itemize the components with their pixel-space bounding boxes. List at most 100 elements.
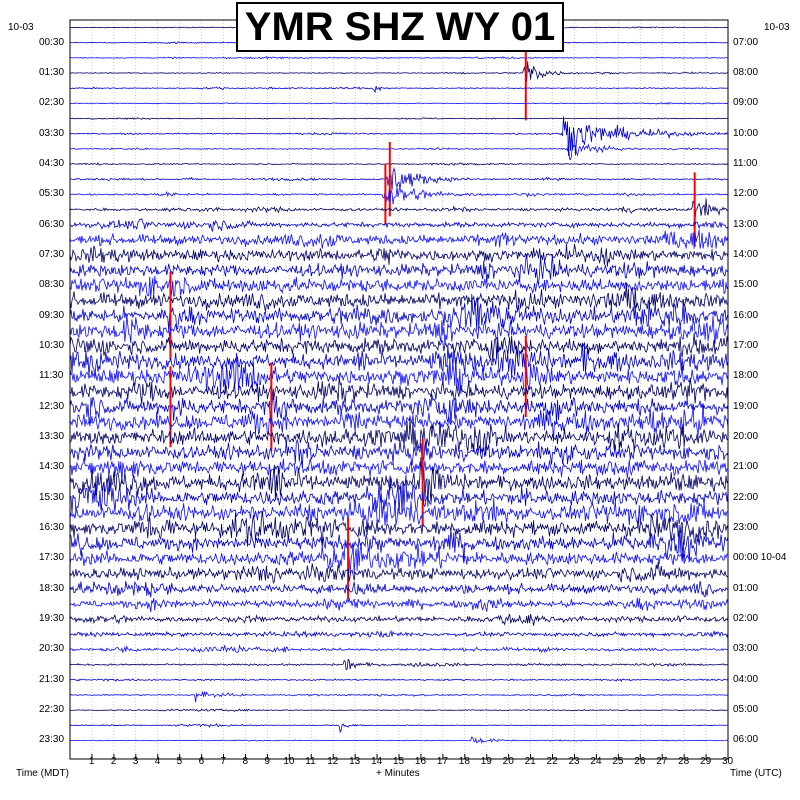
x-tick-label: 26 <box>634 756 646 767</box>
right-time-label: 23:00 <box>733 522 759 534</box>
trace-line <box>69 457 729 484</box>
trace-line <box>69 275 729 298</box>
trace-line <box>69 333 729 363</box>
x-tick-label: 22 <box>546 756 558 767</box>
right-time-label: 11:00 <box>733 158 758 170</box>
trace-line <box>69 343 729 379</box>
trace-line <box>69 736 729 744</box>
x-tick-label: 24 <box>590 756 602 767</box>
right-time-label: 19:00 <box>733 400 759 412</box>
x-tick-label: 25 <box>612 756 624 767</box>
trace-line <box>69 630 729 639</box>
right-time-label: 15:00 <box>733 279 759 291</box>
right-time-label: 16:00 <box>733 309 759 321</box>
x-tick-label: 18 <box>458 756 470 767</box>
left-time-label: 07:30 <box>39 249 65 261</box>
left-time-label: 12:30 <box>39 400 65 412</box>
x-tick-label: 20 <box>502 756 514 767</box>
x-tick-label: 15 <box>393 756 405 767</box>
left-time-label: 18:30 <box>39 582 65 594</box>
left-time-label: 04:30 <box>39 158 65 170</box>
x-tick-label: 6 <box>198 756 205 767</box>
trace-line <box>69 282 729 312</box>
trace-line <box>69 539 729 575</box>
right-time-label: 05:00 <box>733 704 759 716</box>
right-time-label: 03:00 <box>733 643 759 655</box>
trace-line <box>69 314 729 345</box>
trace-line <box>69 117 729 121</box>
x-tick-label: 8 <box>242 756 249 767</box>
x-tick-label: 30 <box>722 756 734 767</box>
right-time-label: 00:00 10-04 <box>733 552 787 564</box>
trace-line <box>69 475 729 515</box>
x-tick-label: 2 <box>110 756 117 767</box>
trace-line <box>69 511 729 548</box>
trace-line <box>69 388 729 427</box>
right-time-label: 12:00 <box>733 188 759 200</box>
trace-line <box>69 418 729 456</box>
right-time-label: 02:00 <box>733 613 759 625</box>
right-time-label: 14:00 <box>733 249 759 261</box>
right-time-label: 08:00 <box>733 67 759 78</box>
left-time-label: 11:30 <box>39 370 64 382</box>
left-time-label: 02:30 <box>39 97 65 109</box>
trace-line <box>69 140 729 161</box>
trace-line <box>69 456 729 507</box>
left-time-label: 09:30 <box>39 309 65 321</box>
trace-line <box>69 61 729 82</box>
right-time-label: 07:00 <box>733 36 759 48</box>
trace-line <box>69 86 729 94</box>
x-tick-label: 3 <box>132 756 139 767</box>
right-time-label: 18:00 <box>733 370 759 382</box>
left-time-label: 17:30 <box>39 552 65 564</box>
left-time-label: 06:30 <box>39 218 65 230</box>
right-time-label: 21:00 <box>733 461 759 473</box>
x-tick-label: 28 <box>678 756 690 767</box>
trace-line <box>69 254 729 284</box>
trace-line <box>69 597 729 613</box>
trace-line <box>69 352 729 396</box>
x-tick-label: 23 <box>568 756 580 767</box>
x-tick-label: 12 <box>327 756 339 767</box>
right-time-label: 06:00 <box>733 734 759 746</box>
x-tick-label: 14 <box>371 756 383 767</box>
trace-line <box>69 376 729 405</box>
x-tick-label: 17 <box>436 756 448 767</box>
trace-line <box>69 690 729 703</box>
x-tick-label: 27 <box>656 756 668 767</box>
x-tick-label: 9 <box>264 756 270 767</box>
right-time-label: 17:00 <box>733 340 759 352</box>
x-tick-label: 21 <box>524 756 536 767</box>
right-time-label: 09:00 <box>733 97 759 109</box>
left-time-label: 10:30 <box>39 340 65 352</box>
right-time-label: 04:00 <box>733 673 759 685</box>
x-tick-label: 16 <box>414 756 427 767</box>
trace-line <box>69 497 729 529</box>
x-ticks <box>91 754 729 759</box>
date-label-left: 10-03 <box>8 22 34 33</box>
x-tick-label: 5 <box>176 756 183 767</box>
trace-line <box>69 644 729 654</box>
x-tick-label: 1 <box>88 756 95 767</box>
right-time-label: 01:00 <box>733 582 759 594</box>
left-time-label: 22:30 <box>39 704 65 716</box>
left-time-label: 05:30 <box>39 188 65 200</box>
chart-title: YMR SHZ WY 01 <box>244 4 556 49</box>
trace-line <box>69 198 729 219</box>
trace-line <box>69 438 729 469</box>
left-time-label: 23:30 <box>39 734 65 746</box>
x-tick-label: 29 <box>700 756 712 767</box>
traces <box>69 25 729 744</box>
trace-line <box>69 562 729 584</box>
trace-line <box>69 116 729 157</box>
trace-line <box>69 580 729 598</box>
left-time-label: 13:30 <box>39 431 65 443</box>
x-tick-label: 4 <box>154 756 161 767</box>
x-axis-label-right: Time (UTC) <box>730 768 782 779</box>
x-axis-label-center: + Minutes <box>376 768 420 779</box>
left-time-label: 16:30 <box>39 522 65 534</box>
trace-line <box>69 186 729 205</box>
left-time-label: 20:30 <box>39 643 65 655</box>
left-time-label: 15:30 <box>39 491 65 503</box>
